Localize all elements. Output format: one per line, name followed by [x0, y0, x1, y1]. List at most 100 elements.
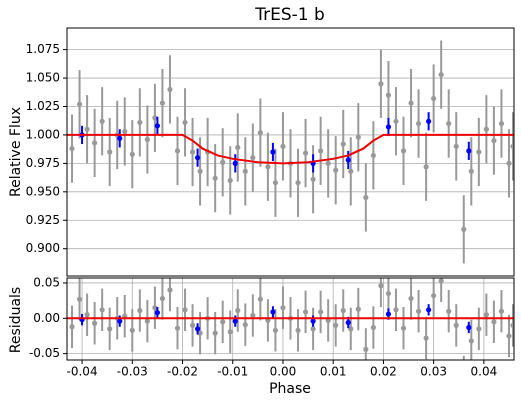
point: [280, 143, 286, 149]
point: [363, 194, 369, 201]
point: [468, 338, 474, 344]
point: [152, 305, 158, 311]
point: [144, 136, 150, 143]
point: [431, 293, 437, 299]
series-group: [67, 40, 514, 264]
point: [174, 325, 181, 331]
point: [408, 295, 414, 302]
point: [506, 160, 512, 166]
point: [400, 148, 407, 154]
y-tick-label: 0.950: [26, 184, 60, 198]
point: [295, 180, 301, 186]
plot-area: 0.900 0.925 0.950 0.975 1.000 1.025 1.050 1.075: [26, 27, 515, 277]
point: [129, 327, 135, 333]
y-tick-label: 0.925: [26, 213, 60, 227]
plot-frame: [66, 27, 515, 277]
point: [438, 278, 444, 284]
x-tick-label: -0.02: [167, 365, 198, 379]
point: [340, 141, 346, 147]
point: [76, 101, 83, 107]
point: [483, 312, 489, 318]
point: [167, 287, 173, 293]
point: [498, 120, 505, 127]
y-tick-label: 1.025: [26, 99, 60, 113]
point: [280, 305, 286, 311]
point: [250, 155, 256, 161]
point: [232, 160, 238, 166]
point: [345, 319, 351, 326]
point: [333, 322, 339, 328]
y-axis-label: Residuals: [8, 287, 24, 353]
point: [220, 319, 226, 325]
point: [348, 326, 354, 332]
point: [348, 168, 354, 174]
plot-frame: [66, 277, 515, 361]
point: [385, 290, 392, 297]
point: [182, 119, 188, 126]
point: [69, 324, 75, 330]
point: [468, 168, 474, 174]
point: [122, 128, 128, 135]
x-tick-label: 0.03: [420, 365, 447, 379]
point: [212, 175, 218, 181]
point: [227, 177, 233, 184]
point: [84, 312, 90, 318]
point: [129, 151, 135, 157]
point: [137, 119, 143, 126]
y-axis-label: Relative Flux: [8, 107, 24, 197]
x-axis-label: Phase: [269, 381, 311, 397]
point: [144, 318, 150, 324]
point: [242, 168, 248, 174]
point: [295, 327, 301, 333]
point: [197, 168, 203, 174]
point: [385, 124, 392, 130]
point: [310, 326, 316, 332]
point: [302, 309, 309, 315]
point: [345, 157, 351, 163]
x-tick-label: -0.03: [117, 365, 148, 379]
point: [194, 326, 201, 332]
point: [363, 346, 369, 352]
point: [194, 155, 201, 161]
point: [483, 126, 489, 132]
point: [491, 138, 497, 144]
point: [385, 92, 392, 98]
y-tick-label: 0.05: [33, 275, 60, 289]
plot-area: -0.05 0.00 0.05 -0.04 -0.03 -0.02 -0.01 0.00 0.0…: [29, 275, 515, 379]
point: [400, 325, 407, 331]
point: [438, 72, 444, 78]
point: [137, 307, 143, 314]
point: [355, 134, 361, 140]
point: [415, 308, 422, 314]
point: [378, 283, 384, 289]
point: [117, 135, 123, 141]
point: [232, 318, 238, 324]
point: [99, 307, 105, 313]
point: [99, 118, 105, 124]
point: [446, 308, 452, 314]
point: [235, 144, 241, 151]
point: [92, 140, 98, 146]
point: [510, 322, 514, 328]
point: [453, 322, 459, 328]
y-tick-label: 0.00: [33, 311, 60, 325]
point: [446, 120, 452, 127]
point: [154, 123, 161, 129]
point: [476, 149, 482, 155]
point: [69, 145, 75, 152]
point: [76, 296, 83, 302]
point: [220, 159, 226, 165]
point: [370, 324, 376, 331]
point: [270, 309, 276, 315]
y-tick-label: 1.050: [26, 71, 60, 85]
point: [227, 329, 233, 335]
point: [318, 309, 324, 315]
point: [461, 226, 467, 232]
series-group: [67, 278, 514, 360]
point: [431, 95, 437, 102]
x-tick-label: -0.04: [67, 365, 98, 379]
point: [107, 326, 113, 332]
chart-title: TrES-1 b: [254, 5, 325, 25]
point: [302, 150, 309, 156]
